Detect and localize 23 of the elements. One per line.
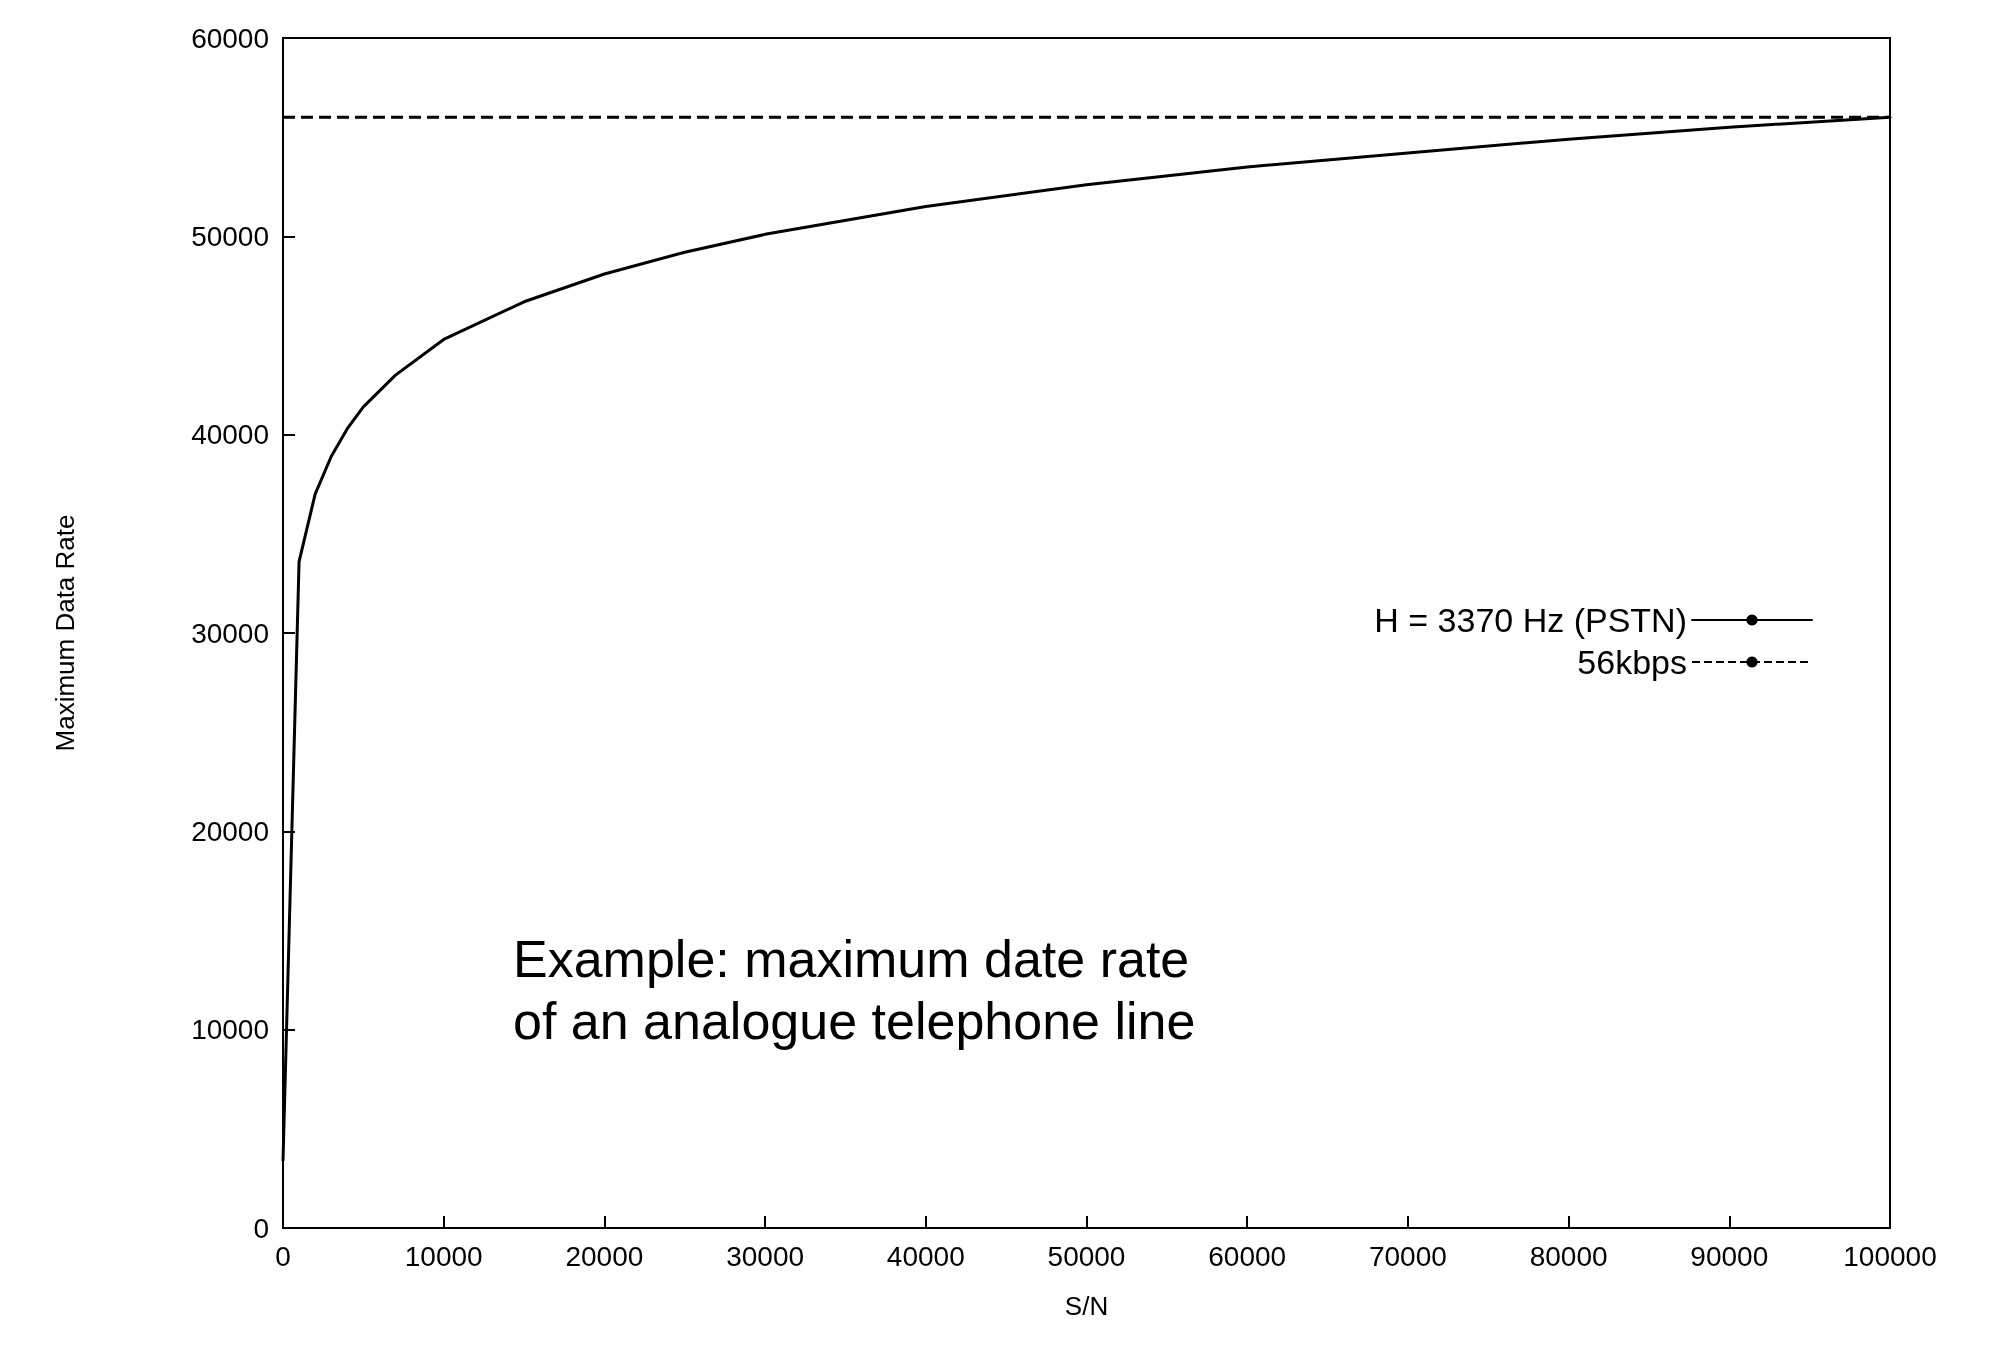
x-tick-label: 20000 <box>565 1240 644 1272</box>
annotation: Example: maximum date rate of an analogue telephone line <box>513 930 1196 1050</box>
x-tick-label: 40000 <box>886 1240 965 1272</box>
x-axis-title: S/N <box>1064 1291 1109 1321</box>
y-axis-title: Maximum Data Rate <box>50 514 80 752</box>
y-tick-label: 20000 <box>191 815 269 847</box>
y-tick-label: 30000 <box>191 617 269 649</box>
y-tick-label: 0 <box>253 1212 269 1244</box>
x-tick-label: 90000 <box>1690 1240 1769 1272</box>
x-tick-label: 60000 <box>1208 1240 1287 1272</box>
x-tick-label: 100000 <box>1843 1240 1937 1272</box>
legend-label: H = 3370 Hz (PSTN) <box>1374 601 1687 639</box>
x-tick-label: 0 <box>275 1240 291 1272</box>
x-tick-label: 80000 <box>1529 1240 1608 1272</box>
x-tick-label: 10000 <box>404 1240 483 1272</box>
y-tick-label: 60000 <box>191 22 269 54</box>
legend-label: 56kbps <box>1577 643 1687 681</box>
y-tick-label: 40000 <box>191 419 269 451</box>
y-tick-label: 50000 <box>191 220 269 252</box>
x-tick-label: 70000 <box>1368 1240 1447 1272</box>
y-tick-label: 10000 <box>191 1014 269 1046</box>
x-tick-label: 50000 <box>1047 1240 1126 1272</box>
x-tick-label: 30000 <box>726 1240 805 1272</box>
